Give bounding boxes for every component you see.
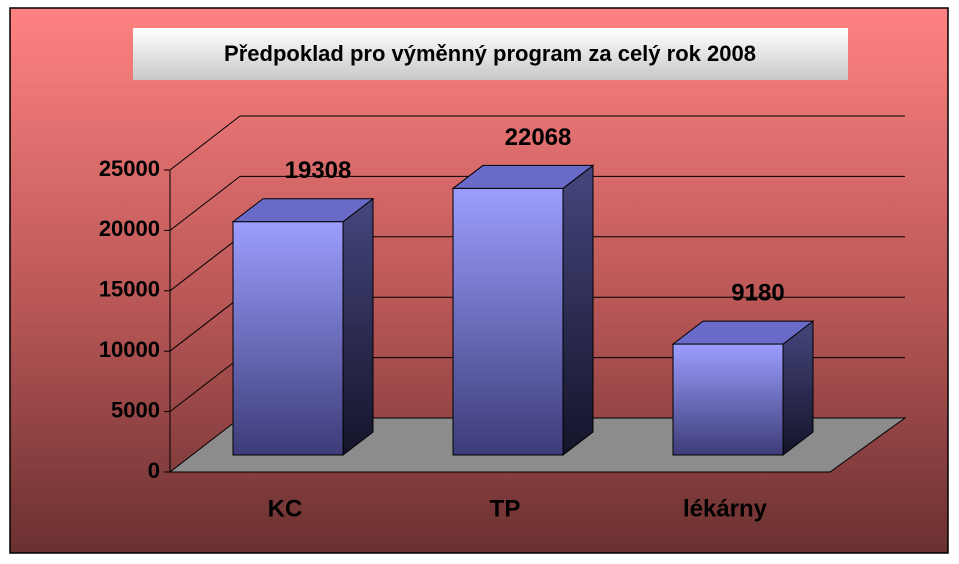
bar-side xyxy=(562,164,594,457)
y-tick-label: 15000 xyxy=(99,277,160,302)
x-tick-label: KC xyxy=(268,495,303,522)
y-tick-label: 10000 xyxy=(99,337,160,362)
y-tick-label: 5000 xyxy=(111,397,160,422)
title-box xyxy=(133,28,848,80)
data-label: 9180 xyxy=(731,279,784,306)
data-label: 22068 xyxy=(505,124,572,151)
bar xyxy=(232,221,344,456)
grid-line xyxy=(169,357,241,412)
y-tick-label: 20000 xyxy=(99,216,160,241)
bar-side xyxy=(342,197,374,457)
x-tick-label: TP xyxy=(490,495,521,522)
data-label: 19308 xyxy=(285,157,352,184)
grid-line xyxy=(169,115,241,171)
y-tick-label: 25000 xyxy=(99,156,160,181)
grid-line xyxy=(169,176,241,231)
bar xyxy=(672,343,784,456)
x-tick-label: lékárny xyxy=(683,495,768,522)
chart-title: Předpoklad pro výměnný program za celý r… xyxy=(224,41,756,66)
y-tick-label: 0 xyxy=(148,458,160,483)
grid-line xyxy=(169,296,241,352)
grid-line xyxy=(169,236,241,292)
bar xyxy=(452,187,564,456)
